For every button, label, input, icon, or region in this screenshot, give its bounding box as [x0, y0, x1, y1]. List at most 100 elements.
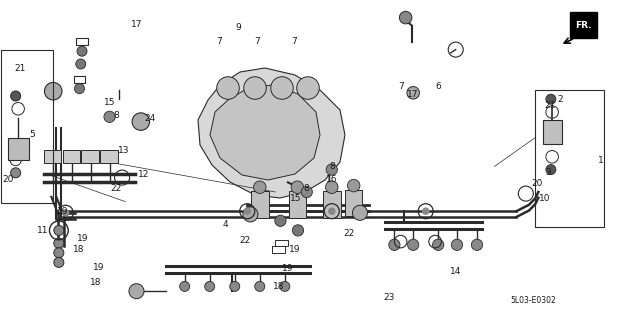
- Text: 19: 19: [77, 234, 88, 243]
- Circle shape: [180, 281, 190, 292]
- Text: 10: 10: [539, 194, 550, 203]
- Text: 21: 21: [14, 64, 26, 73]
- Circle shape: [244, 207, 251, 215]
- Polygon shape: [198, 68, 345, 198]
- Bar: [74, 76, 85, 83]
- Circle shape: [244, 77, 266, 99]
- Text: FR.: FR.: [575, 20, 591, 29]
- Circle shape: [62, 209, 69, 217]
- Text: 1: 1: [598, 156, 604, 164]
- Text: 2: 2: [558, 95, 563, 104]
- Circle shape: [205, 281, 215, 292]
- Text: 17: 17: [131, 20, 142, 28]
- Circle shape: [270, 77, 293, 99]
- Text: 22: 22: [111, 184, 122, 193]
- Polygon shape: [570, 12, 597, 38]
- Text: 18: 18: [73, 245, 85, 254]
- Circle shape: [301, 186, 312, 198]
- Circle shape: [74, 84, 85, 94]
- Text: 7: 7: [291, 37, 297, 46]
- Circle shape: [11, 91, 21, 101]
- Text: 9: 9: [235, 23, 241, 32]
- Text: 7: 7: [398, 82, 404, 91]
- Bar: [543, 120, 562, 144]
- Text: 8: 8: [113, 111, 119, 120]
- Circle shape: [280, 281, 290, 292]
- Text: 11: 11: [37, 226, 48, 235]
- Circle shape: [129, 284, 144, 299]
- Text: 18: 18: [90, 278, 101, 287]
- Bar: [345, 190, 362, 216]
- Circle shape: [11, 168, 21, 178]
- Text: 14: 14: [450, 268, 461, 276]
- Circle shape: [104, 111, 115, 123]
- Text: 5L03-E0302: 5L03-E0302: [511, 296, 557, 305]
- Circle shape: [77, 46, 87, 56]
- Bar: [251, 191, 269, 218]
- Text: 3: 3: [545, 168, 551, 177]
- Bar: [275, 240, 288, 246]
- Circle shape: [132, 113, 150, 130]
- Text: 8: 8: [329, 162, 335, 171]
- Circle shape: [54, 248, 64, 258]
- Bar: [63, 150, 80, 163]
- Circle shape: [230, 281, 240, 292]
- Circle shape: [328, 207, 336, 215]
- Circle shape: [546, 164, 556, 175]
- Circle shape: [399, 11, 412, 24]
- Bar: [535, 90, 604, 227]
- Bar: [1, 50, 53, 203]
- Bar: [76, 38, 88, 45]
- Circle shape: [76, 59, 86, 69]
- Text: 7: 7: [254, 37, 260, 46]
- Text: 5: 5: [29, 130, 36, 139]
- Text: 19: 19: [93, 263, 105, 272]
- Text: 6: 6: [435, 82, 441, 91]
- Circle shape: [471, 239, 483, 251]
- Circle shape: [451, 239, 463, 251]
- Circle shape: [297, 77, 319, 99]
- Text: 15: 15: [104, 98, 115, 107]
- Circle shape: [326, 181, 338, 194]
- Bar: [44, 150, 61, 163]
- Circle shape: [433, 239, 444, 251]
- Bar: [81, 150, 99, 163]
- Text: 7: 7: [216, 37, 222, 46]
- Text: 19: 19: [282, 264, 294, 273]
- Circle shape: [254, 181, 266, 194]
- Text: 12: 12: [138, 170, 150, 179]
- Text: 22: 22: [344, 229, 355, 238]
- Circle shape: [326, 164, 337, 175]
- Circle shape: [389, 239, 400, 251]
- Circle shape: [408, 239, 419, 251]
- Circle shape: [422, 207, 429, 215]
- Text: 13: 13: [118, 146, 130, 155]
- Text: 19: 19: [57, 207, 68, 216]
- Circle shape: [54, 238, 64, 248]
- Circle shape: [255, 281, 265, 292]
- Circle shape: [352, 205, 367, 220]
- Bar: [289, 191, 306, 218]
- Circle shape: [292, 225, 304, 236]
- Text: 19: 19: [289, 245, 300, 254]
- Circle shape: [275, 215, 286, 227]
- Text: 4: 4: [223, 220, 228, 228]
- Text: 15: 15: [290, 194, 301, 203]
- Circle shape: [243, 207, 258, 222]
- Circle shape: [291, 181, 304, 194]
- Circle shape: [407, 86, 419, 99]
- Bar: [272, 246, 285, 253]
- Text: 22: 22: [240, 236, 251, 244]
- Bar: [100, 150, 118, 163]
- Text: 24: 24: [145, 114, 156, 123]
- Circle shape: [546, 94, 556, 104]
- Text: 16: 16: [326, 175, 337, 184]
- Bar: [323, 191, 341, 218]
- Text: 18: 18: [274, 282, 285, 291]
- Text: 8: 8: [304, 184, 310, 193]
- Circle shape: [54, 257, 64, 268]
- Circle shape: [44, 83, 62, 100]
- Circle shape: [54, 225, 64, 236]
- Bar: [8, 138, 29, 160]
- Text: 21: 21: [544, 101, 555, 110]
